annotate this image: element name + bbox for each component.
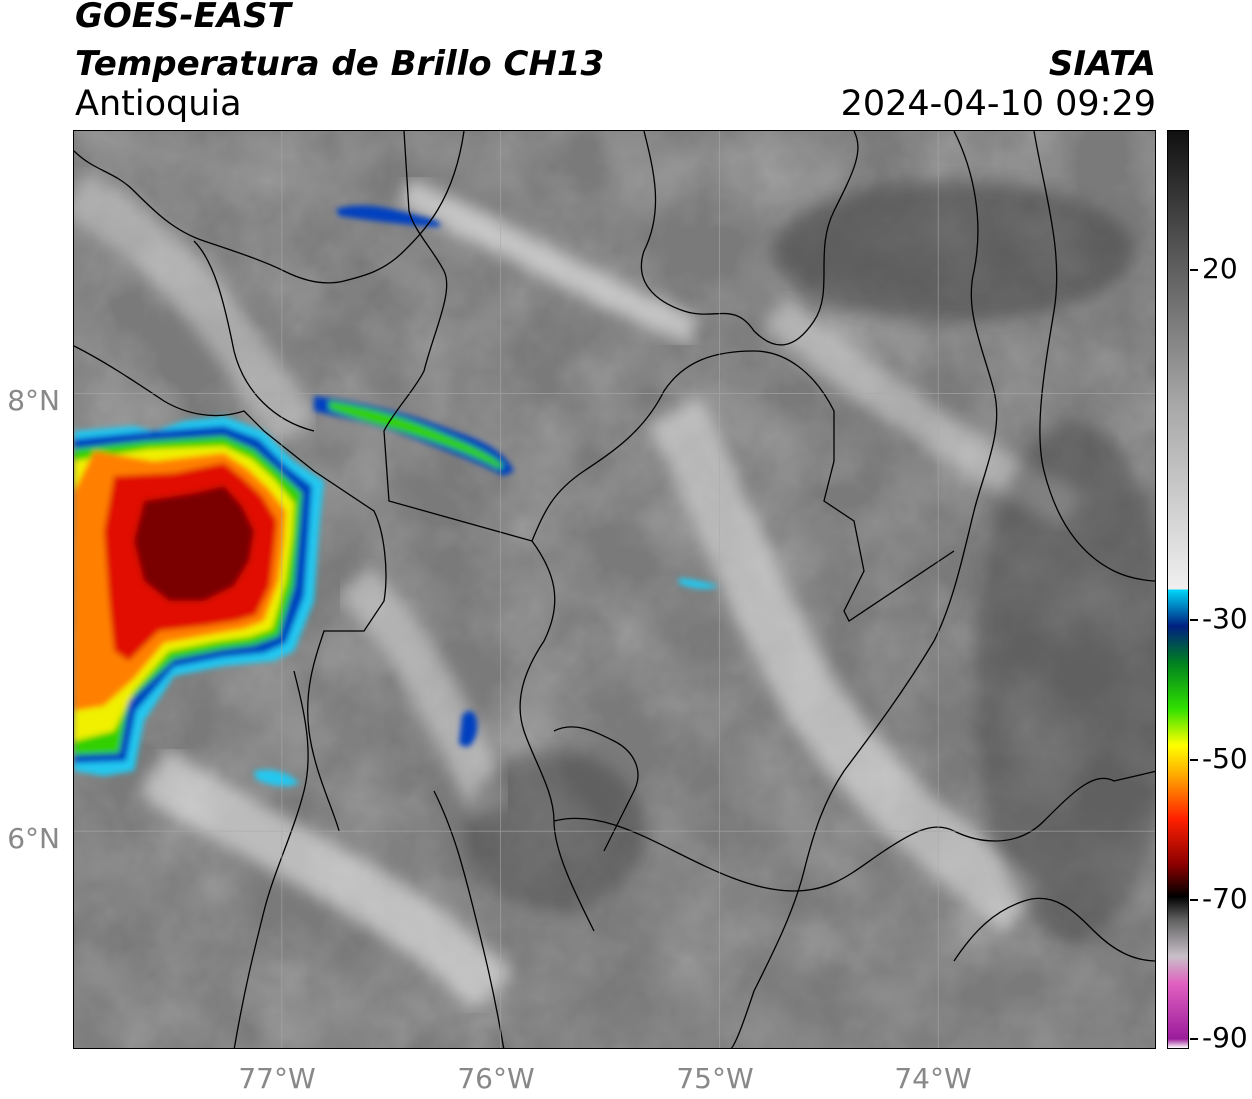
lat-label-8n: 8°N [7,384,60,417]
colorbar-tick [1190,759,1198,761]
border-choco-pacific [233,670,309,1048]
border-aburra-valley [553,726,639,852]
organization-label: SIATA [1048,44,1156,84]
colorbar-label-minus50: -50 [1202,742,1248,775]
border-choco-antioquia [519,540,595,932]
border-cordoba-sucre [640,131,859,346]
satellite-title: GOES-EAST [75,0,291,36]
border-antioquia-north [383,131,955,622]
colorbar-label-minus90: -90 [1202,1021,1248,1054]
lon-label-77w: 77°W [238,1062,316,1095]
storm-contour [336,205,441,227]
lat-lon-gridlines [74,131,1155,1048]
coastline-caribbean [74,131,465,284]
border-tolima [953,897,1155,962]
storm-contour [679,578,719,589]
border-risaralda-choco [433,790,505,1048]
colorbar-label-minus30: -30 [1202,602,1248,635]
border-antioquia-east [730,131,998,1048]
lon-label-75w: 75°W [676,1062,754,1095]
colorbar-tick [1190,619,1198,621]
border-santander [1033,131,1155,582]
convective-storm [74,205,719,787]
brightness-temperature-image [74,131,1155,1048]
region-label: Antioquia [75,84,242,124]
lon-label-76w: 76°W [457,1062,535,1095]
storm-contour [254,769,299,787]
lon-label-74w: 74°W [894,1062,972,1095]
datetime-label: 2024-04-10 09:29 [840,84,1156,124]
political-boundaries [74,131,1155,1048]
storm-contour [329,401,504,469]
colorbar-tick [1190,899,1198,901]
coastline-uraba [74,345,387,832]
colorbar-tick [1190,1038,1198,1040]
colorbar-label-20: 20 [1202,252,1238,285]
colorbar-tick [1190,269,1198,271]
storm-contour [459,711,478,747]
storm-contour [134,486,254,601]
border-caldas-risaralda [553,770,1155,892]
product-title: Temperatura de Brillo CH13 [75,44,605,84]
temperature-colorbar [1167,130,1189,1049]
lat-label-6n: 6°N [7,822,60,855]
satellite-map[interactable] [73,130,1156,1049]
cloud-texture [74,131,1155,1048]
colorbar-label-minus70: -70 [1202,882,1248,915]
